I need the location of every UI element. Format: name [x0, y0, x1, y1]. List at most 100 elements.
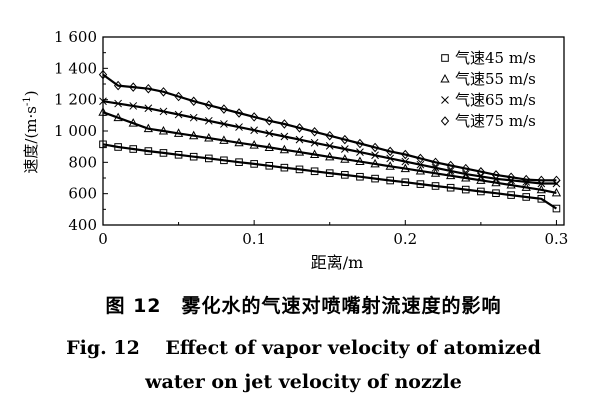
- triangle-marker: [143, 123, 153, 133]
- diamond-marker: [295, 123, 304, 133]
- diamond-marker: [159, 87, 168, 97]
- triangle-marker: [173, 128, 184, 137]
- triangle-marker: [264, 142, 274, 151]
- diamond-marker: [280, 119, 289, 129]
- figure-caption-chinese: 图 12 雾化水的气速对喷嘴射流速度的影响: [105, 295, 502, 317]
- chart: 0 0.1 0.2 0.3 400 600 800 1 000 1 200 1 400 1 600…: [22, 28, 568, 272]
- square-marker: [265, 161, 274, 170]
- series-line-4: [102, 73, 557, 182]
- y-tick-label: 600: [68, 185, 97, 203]
- diamond-marker: [204, 100, 213, 110]
- cross-marker: [189, 113, 198, 122]
- square-marker: [189, 152, 198, 161]
- triangle-marker: [536, 184, 546, 194]
- triangle-marker: [491, 177, 501, 187]
- diamond-marker: [431, 157, 440, 168]
- triangle-marker: [370, 158, 380, 168]
- y-tick-label: 400: [68, 216, 97, 234]
- square-marker: [386, 176, 394, 185]
- cross-marker: [204, 116, 213, 125]
- square-marker: [295, 165, 304, 174]
- diamond-marker: [234, 108, 244, 118]
- diamond-marker: [249, 112, 259, 122]
- diamond-marker: [416, 153, 425, 164]
- diamond-marker: [174, 91, 183, 102]
- triangle-marker: [400, 163, 410, 173]
- diamond-marker: [386, 146, 395, 157]
- x-axis-ticks: 0 0.1 0.2 0.3: [98, 220, 568, 248]
- figure-caption-english-line1: Fig. 12 Effect of vapor velocity of atom…: [66, 337, 541, 359]
- diamond-marker: [219, 104, 229, 114]
- cross-marker: [250, 126, 259, 135]
- triangle-marker: [461, 172, 471, 182]
- y-axis-label-unit-exponent: -1: [22, 96, 33, 106]
- cross-marker: [265, 129, 274, 138]
- square-marker: [114, 143, 122, 151]
- triangle-marker: [204, 133, 214, 142]
- diamond-marker: [113, 80, 123, 91]
- cross-marker: [416, 160, 425, 169]
- y-axis-ticks: 400 600 800 1 000 1 200 1 400 1 600: [54, 28, 108, 234]
- triangle-marker: [158, 125, 169, 135]
- cross-marker: [431, 163, 440, 172]
- cross-marker: [235, 123, 243, 131]
- square-marker: [159, 149, 168, 157]
- triangle-marker: [234, 137, 244, 147]
- triangle-marker: [325, 151, 335, 161]
- diamond-marker: [129, 82, 138, 92]
- diamond-marker: [401, 149, 410, 160]
- cross-marker: [340, 145, 349, 153]
- cross-marker: [144, 104, 153, 113]
- y-tick-label: 1 600: [54, 28, 97, 46]
- cross-marker: [174, 110, 183, 119]
- y-tick-label: 800: [68, 153, 97, 171]
- figure-caption-english-line2: water on jet velocity of nozzle: [145, 371, 462, 393]
- square-marker: [250, 160, 258, 168]
- square-marker: [431, 182, 440, 190]
- triangle-marker: [249, 140, 259, 149]
- cross-marker: [371, 151, 379, 160]
- diamond-marker: [325, 130, 334, 141]
- triangle-marker: [521, 182, 531, 191]
- square-marker: [325, 169, 334, 177]
- x-tick-label: 0.1: [242, 230, 266, 248]
- triangle-marker: [309, 149, 320, 158]
- series-line-2: [102, 111, 557, 194]
- cross-marker: [446, 167, 455, 175]
- cross-marker: [356, 148, 364, 157]
- x-tick-label: 0: [98, 230, 108, 248]
- diamond-marker: [310, 127, 319, 137]
- y-axis-label-text: 速度/(m·s: [22, 106, 40, 174]
- square-marker: [341, 171, 349, 179]
- square-marker: [507, 191, 515, 199]
- square-marker: [220, 156, 228, 165]
- square-marker: [492, 189, 500, 197]
- square-marker: [401, 178, 410, 187]
- diamond-marker: [370, 142, 380, 153]
- legend-entry-4: 气速75 m/s: [455, 112, 536, 130]
- diamond-marker: [446, 160, 455, 171]
- diamond-marker: [506, 172, 516, 182]
- triangle-marker: [430, 168, 441, 177]
- cross-marker: [401, 157, 410, 166]
- y-axis-label-close: ): [22, 90, 40, 96]
- square-marker: [522, 193, 531, 201]
- diamond-marker: [522, 174, 531, 185]
- diamond-marker: [189, 96, 198, 106]
- x-tick-label: 0.2: [393, 230, 417, 248]
- cross-marker: [280, 132, 289, 141]
- triangle-marker: [415, 165, 426, 175]
- diamond-marker: [552, 175, 561, 186]
- square-marker: [537, 195, 546, 203]
- cross-marker: [441, 96, 449, 104]
- diamond-marker: [537, 175, 546, 186]
- y-tick-label: 1 400: [54, 59, 97, 77]
- x-axis-label: 距离/m: [311, 253, 364, 272]
- triangle-marker: [113, 112, 123, 122]
- diamond-marker: [265, 116, 274, 126]
- triangle-marker: [219, 135, 229, 144]
- series-markers: [98, 69, 562, 213]
- legend-entry-1: 气速45 m/s: [455, 49, 536, 67]
- diamond-marker: [440, 116, 450, 126]
- cross-marker: [295, 135, 304, 144]
